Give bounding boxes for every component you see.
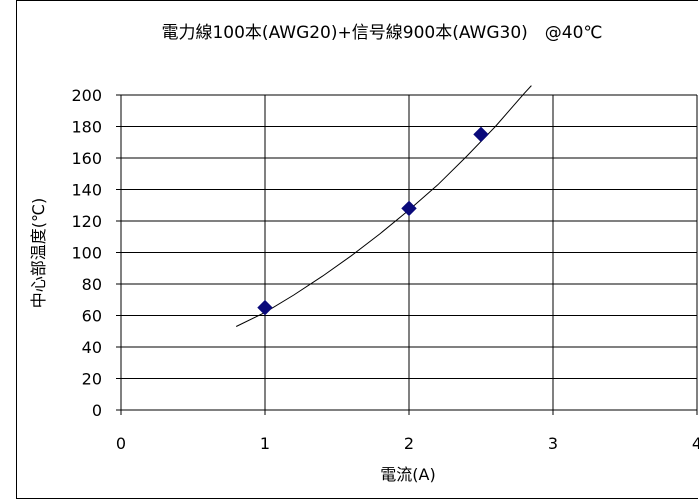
- y-tick-label: 100: [71, 244, 102, 263]
- data-point: [473, 126, 489, 143]
- y-tick-label: 160: [71, 149, 102, 168]
- y-tick-label: 180: [71, 118, 102, 137]
- x-tick-label: 0: [116, 434, 126, 453]
- data-point: [401, 200, 417, 217]
- axes: [116, 94, 698, 415]
- x-tick-label: 4: [692, 434, 699, 453]
- y-tick-label: 200: [71, 86, 102, 105]
- y-tick-label: 20: [82, 370, 102, 389]
- points-group: [257, 126, 489, 316]
- chart-frame: [16, 0, 698, 499]
- x-tick-label: 3: [548, 434, 558, 453]
- y-tick-label: 0: [92, 401, 102, 420]
- x-tick-label: 1: [260, 434, 270, 453]
- x-tick-label: 2: [404, 434, 414, 453]
- y-tick-label: 40: [82, 338, 102, 357]
- y-tick-label: 120: [71, 212, 102, 231]
- trendline-group: [235, 85, 532, 327]
- chart-title: 電力線100本(AWG20)+信号線900本(AWG30) @40℃: [161, 23, 602, 43]
- y-axis-label: 中心部温度(℃): [29, 198, 48, 308]
- x-tick-labels: 0 1 2 3 4: [116, 434, 699, 453]
- y-tick-label: 140: [71, 181, 102, 200]
- x-axis-label: 電流(A): [380, 465, 435, 484]
- y-tick-label: 80: [82, 275, 102, 294]
- trendline: [235, 85, 532, 327]
- y-tick-labels: 0 20 40 60 80 100 120 140 160 180 200: [71, 86, 102, 420]
- data-point: [257, 299, 273, 316]
- y-tick-label: 60: [82, 307, 102, 326]
- grid: [120, 94, 698, 411]
